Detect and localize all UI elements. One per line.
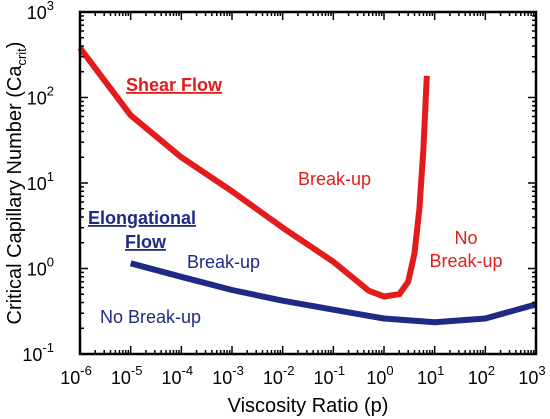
- no-breakup-shear-label-line2: Break-up: [429, 251, 502, 271]
- y-tick-label: 10-1: [22, 340, 54, 365]
- x-tick-label: 102: [468, 363, 495, 388]
- no-breakup-shear-label-line1: No: [454, 228, 477, 248]
- x-tick-label: 10-6: [60, 363, 92, 388]
- y-tick-labels: 10-1 100 101 102 103: [22, 0, 54, 365]
- y-tick-label: 103: [27, 0, 54, 23]
- y-tick-label: 102: [27, 84, 54, 109]
- shear-flow-curve: [77, 46, 430, 300]
- x-tick-label: 10-3: [212, 363, 244, 388]
- x-axis-title: Viscosity Ratio (p): [228, 395, 389, 417]
- x-tick-label: 10-1: [314, 363, 346, 388]
- elongational-flow-label-line1: Elongational: [88, 208, 196, 228]
- x-tick-label: 10-4: [162, 363, 194, 388]
- elongational-flow-label-line2: Flow: [125, 232, 167, 252]
- x-tick-label: 101: [417, 363, 444, 388]
- y-axis-title: Critical Capillary Number (Cacrit): [4, 42, 29, 325]
- y-tick-label: 100: [27, 255, 54, 280]
- x-tick-labels: 10-6 10-5 10-4 10-3 10-2 10-1 100 101 102 103: [60, 363, 545, 388]
- breakup-elong-label: Break-up: [187, 252, 260, 272]
- axis-ticks: [79, 11, 537, 355]
- elongational-flow-curve: [129, 260, 537, 326]
- y-tick-label: 101: [27, 169, 54, 194]
- x-tick-label: 10-2: [263, 363, 295, 388]
- data-curves: [77, 46, 537, 326]
- shear-flow-label: Shear Flow: [126, 75, 223, 95]
- x-tick-label: 100: [366, 363, 393, 388]
- breakup-shear-label: Break-up: [298, 169, 371, 189]
- x-tick-label: 10-5: [111, 363, 143, 388]
- no-breakup-elong-label: No Break-up: [100, 307, 201, 327]
- x-tick-label: 103: [518, 363, 545, 388]
